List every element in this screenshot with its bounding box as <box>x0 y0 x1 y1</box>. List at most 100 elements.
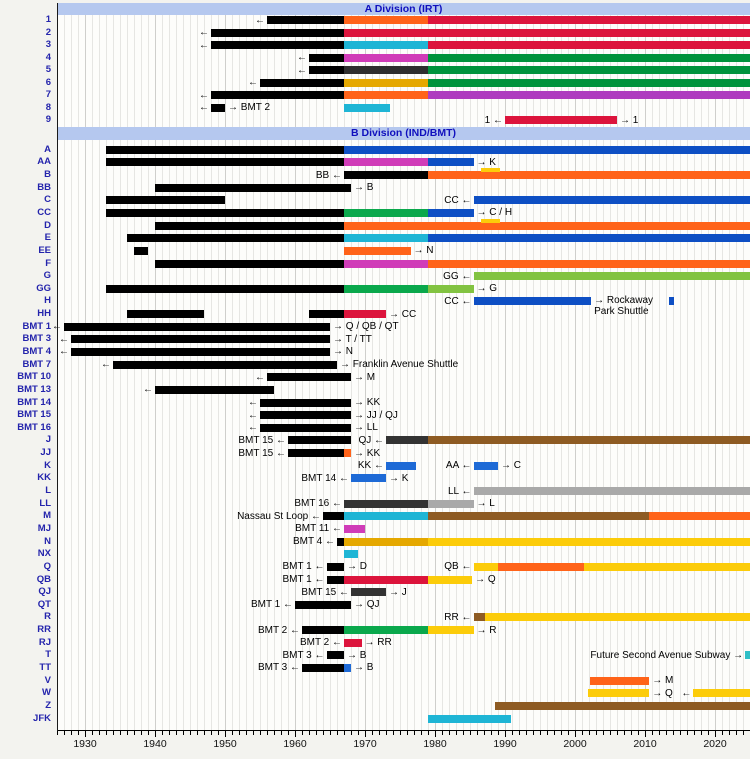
grid-line <box>715 14 716 730</box>
grid-line <box>575 14 576 730</box>
axis-tick <box>372 731 373 735</box>
annotation-text: → C <box>501 460 521 472</box>
bar-segment <box>428 626 474 635</box>
bar-segment <box>344 246 411 255</box>
row-label: K <box>44 459 51 471</box>
axis-tick <box>232 731 233 735</box>
row-label: BMT 7 <box>22 358 52 370</box>
annotation-text: → Q / QB / QT <box>333 321 399 333</box>
annotation-text: ← <box>681 687 692 699</box>
axis-tick <box>365 731 366 737</box>
grid-line <box>316 14 317 730</box>
axis-tick <box>323 731 324 735</box>
annotation-text: → R <box>476 624 497 636</box>
timeline-row-bmt-4: BMT 4 ← → N <box>0 346 750 359</box>
grid-line <box>568 14 569 730</box>
axis-year-label: 2000 <box>563 738 587 750</box>
row-label: BB <box>37 181 51 193</box>
grid-line <box>218 14 219 730</box>
grid-line <box>484 14 485 730</box>
timeline-row-kk: KK BMT 14 ← → K <box>0 472 750 485</box>
grid-line <box>617 14 618 730</box>
grid-line <box>372 14 373 730</box>
grid-line <box>281 14 282 730</box>
grid-line <box>246 14 247 730</box>
annotation-text: → Franklin Avenue Shuttle <box>340 359 459 371</box>
grid-line <box>323 14 324 730</box>
timeline-row-6: 6 ← <box>0 77 750 90</box>
bar-segment <box>71 347 330 356</box>
axis-tick <box>428 731 429 735</box>
annotation-text: QJ ← <box>358 434 384 446</box>
axis-tick <box>596 731 597 735</box>
axis-tick <box>281 731 282 735</box>
grid-line <box>232 14 233 730</box>
timeline-row-z: Z <box>0 700 750 713</box>
row-label: BMT 4 <box>22 345 52 357</box>
axis-tick <box>106 731 107 735</box>
bar-segment <box>344 663 351 672</box>
bar-segment <box>344 158 428 167</box>
axis-tick <box>253 731 254 735</box>
bar-segment <box>344 537 428 546</box>
grid-line <box>701 14 702 730</box>
axis-tick <box>246 731 247 735</box>
bar-segment <box>267 16 344 25</box>
axis-tick <box>190 731 191 735</box>
timeline-row-bmt-13: BMT 13 ← <box>0 384 750 397</box>
axis-tick <box>708 731 709 735</box>
axis-tick <box>659 731 660 735</box>
grid-line <box>519 14 520 730</box>
annotation-text: → KK <box>354 397 381 409</box>
axis-tick <box>274 731 275 735</box>
axis-year-label: 2020 <box>703 738 727 750</box>
row-label: Z <box>45 699 51 711</box>
annotation-text: ← <box>101 359 111 371</box>
bar-segment <box>302 663 344 672</box>
grid-line <box>176 14 177 730</box>
axis-tick <box>358 731 359 735</box>
axis-tick <box>414 731 415 735</box>
grid-line <box>260 14 261 730</box>
axis-tick <box>344 731 345 735</box>
grid-line <box>561 14 562 730</box>
row-label: BMT 15 <box>17 409 51 421</box>
annotation-text: ← <box>297 52 307 64</box>
axis-year-label: 1960 <box>283 738 307 750</box>
bar-segment <box>344 16 428 25</box>
bar-segment <box>473 297 592 306</box>
bar-segment <box>326 575 344 584</box>
row-label: A <box>44 143 51 155</box>
axis-tick <box>533 731 534 735</box>
axis-tick <box>610 731 611 735</box>
bar-segment <box>106 208 344 217</box>
timeline-row-bmt-3: BMT 3 ← → T / TT <box>0 333 750 346</box>
axis-tick <box>631 731 632 735</box>
grid-line <box>183 14 184 730</box>
bar-segment <box>428 512 650 521</box>
axis-tick <box>526 731 527 735</box>
annotation-text: BMT 2 ← <box>257 624 300 636</box>
row-label: BMT 10 <box>17 371 51 383</box>
row-label: LL <box>39 497 51 509</box>
bar-segment <box>344 550 358 559</box>
grid-line <box>729 14 730 730</box>
bar-segment <box>428 91 750 100</box>
axis-tick <box>463 731 464 735</box>
bar-segment <box>344 66 428 75</box>
timeline-row-q: Q BMT 1 ← → D QB ← <box>0 561 750 574</box>
bar-segment <box>584 562 750 571</box>
bar-segment <box>428 78 750 87</box>
axis-year-label: 1970 <box>353 738 377 750</box>
bar-segment <box>127 310 204 319</box>
bar-segment <box>473 461 498 470</box>
row-label: QB <box>36 573 51 585</box>
bar-segment <box>155 221 344 230</box>
annotation-text: LL ← <box>447 485 472 497</box>
grid-line <box>379 14 380 730</box>
axis-tick <box>603 731 604 735</box>
bar-segment <box>428 41 750 50</box>
timeline-row-d: D <box>0 218 750 232</box>
axis-tick <box>400 731 401 735</box>
section-header-a-division: A Division (IRT) <box>57 3 750 15</box>
